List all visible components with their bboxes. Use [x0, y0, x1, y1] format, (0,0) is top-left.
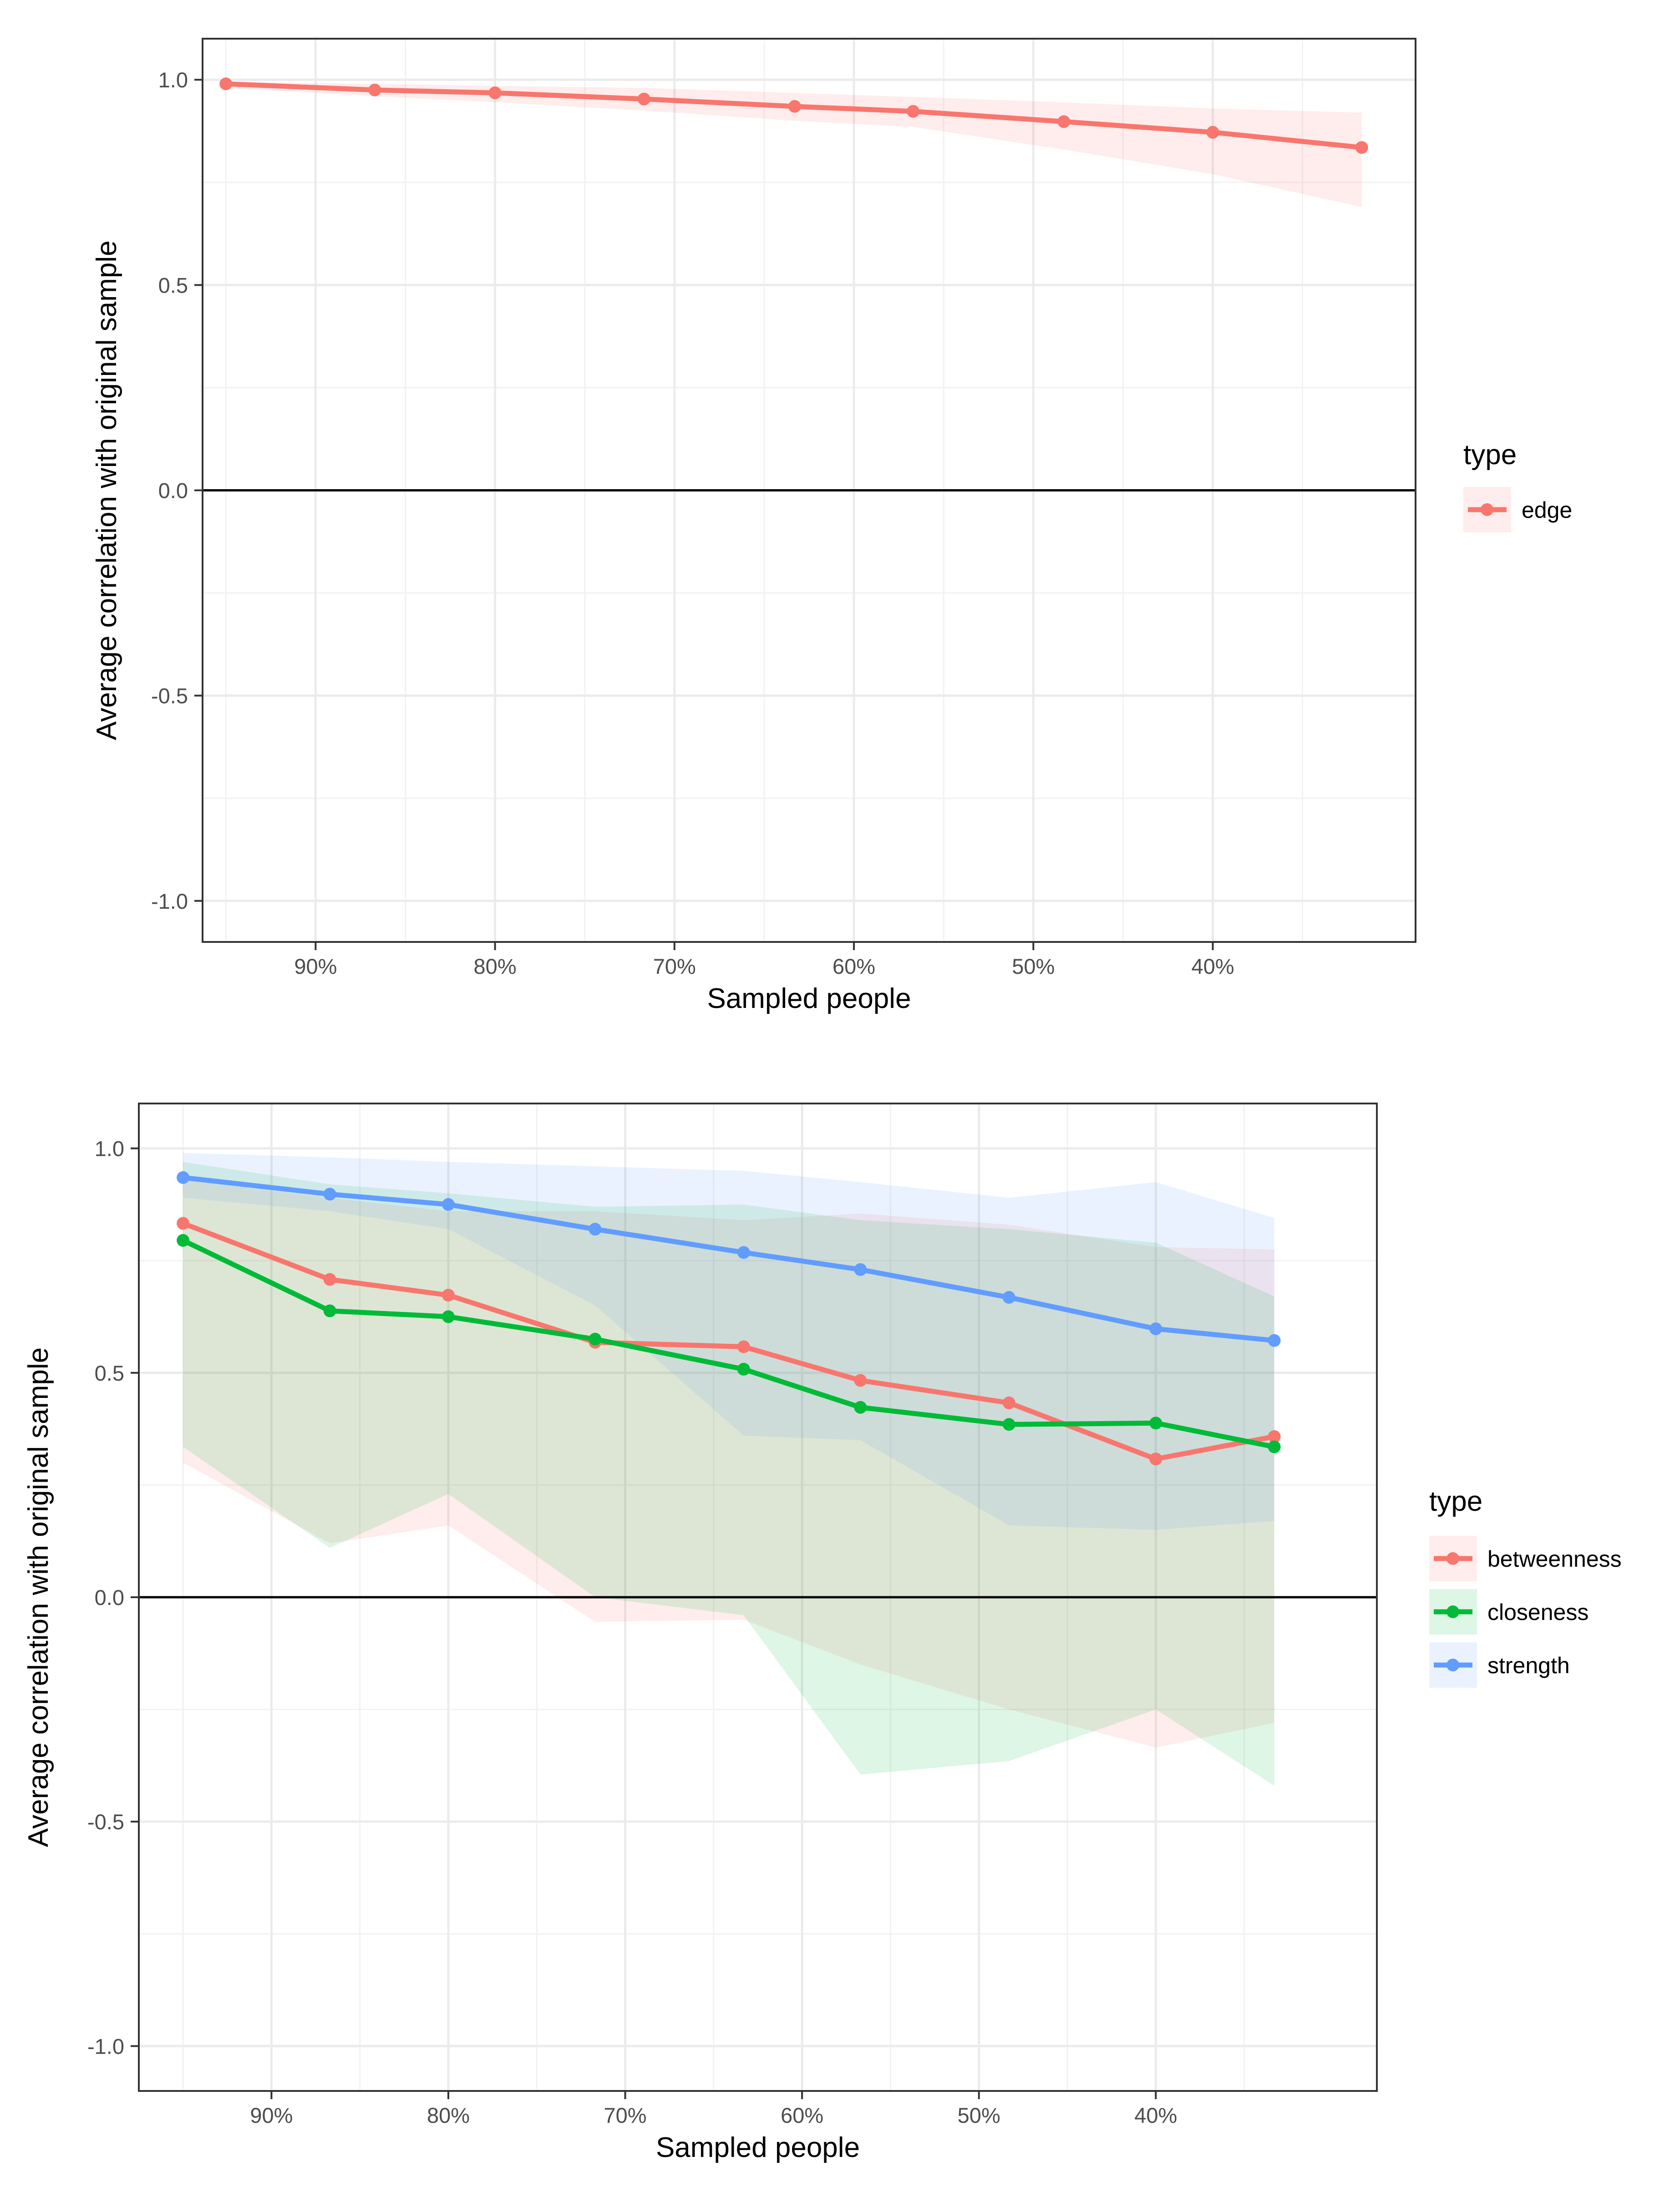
x-tick-label: 70% — [604, 2103, 647, 2127]
point-betweenness — [854, 1374, 867, 1387]
x-tick-label: 80% — [474, 954, 517, 978]
chart-panel-2: 1.0 0.5 0.0 -0.5 -1.0 90% 80% 70% 60% 50% 40% Sampl… — [23, 1103, 1622, 2163]
point-closeness — [737, 1362, 750, 1376]
point-betweenness — [323, 1273, 336, 1286]
point-strength — [1002, 1291, 1015, 1304]
x-tick-label: 60% — [832, 954, 875, 978]
y-tick-label: 0.5 — [95, 1361, 124, 1385]
x-tick-label: 80% — [427, 2103, 470, 2127]
point-closeness — [589, 1332, 602, 1346]
y-axis-title: Average correlation with original sample — [91, 240, 122, 740]
point-closeness — [1002, 1418, 1015, 1431]
y-tick-label: -0.5 — [151, 684, 188, 708]
y-tick-label: 1.0 — [95, 1137, 124, 1161]
point-edge — [219, 77, 233, 91]
point-closeness — [177, 1234, 190, 1247]
point-edge — [1057, 115, 1071, 128]
point-closeness — [854, 1401, 867, 1414]
x-tick-label: 70% — [653, 954, 696, 978]
point-edge — [788, 100, 801, 113]
y-tick-label: 0.5 — [158, 273, 188, 297]
point-betweenness — [737, 1340, 750, 1353]
point-edge — [368, 83, 381, 96]
point-strength — [442, 1198, 455, 1211]
point-closeness — [1268, 1440, 1281, 1453]
x-tick-label: 50% — [1012, 954, 1055, 978]
legend-title: type — [1463, 439, 1517, 471]
point-betweenness — [1149, 1453, 1162, 1466]
x-tick-label: 60% — [781, 2103, 823, 2127]
y-tick-label: -1.0 — [87, 2034, 124, 2058]
point-betweenness — [1002, 1396, 1015, 1409]
point-strength — [737, 1246, 750, 1259]
point-betweenness — [177, 1217, 190, 1230]
legend-key-point-strength — [1447, 1659, 1459, 1671]
point-betweenness — [1268, 1430, 1281, 1443]
legend-key-point-betweenness — [1447, 1552, 1459, 1565]
point-betweenness — [442, 1289, 455, 1302]
legend: type betweenness closeness strength — [1429, 1486, 1622, 1688]
y-tick-label: -0.5 — [87, 1810, 124, 1834]
legend-label-closeness: closeness — [1487, 1600, 1589, 1625]
point-strength — [177, 1171, 190, 1184]
point-strength — [1268, 1334, 1281, 1347]
point-edge — [907, 105, 920, 118]
legend-key-point-edge — [1481, 503, 1493, 516]
legend-label-betweenness: betweenness — [1487, 1546, 1622, 1572]
x-axis-title: Sampled people — [656, 2132, 860, 2163]
x-tick-label: 50% — [958, 2103, 1000, 2127]
legend-label-strength: strength — [1487, 1653, 1570, 1678]
x-tick-label: 90% — [294, 954, 337, 978]
point-strength — [854, 1263, 867, 1276]
point-closeness — [1149, 1417, 1162, 1430]
point-closeness — [323, 1304, 336, 1317]
y-tick-label: 0.0 — [95, 1585, 124, 1610]
legend-title: type — [1429, 1486, 1482, 1517]
legend-key-point-closeness — [1447, 1605, 1459, 1618]
point-strength — [589, 1223, 602, 1236]
point-edge — [488, 86, 502, 100]
x-tick-label: 40% — [1191, 954, 1234, 978]
point-strength — [1149, 1322, 1162, 1336]
x-tick-label: 40% — [1134, 2103, 1177, 2127]
ribbon-edge — [226, 81, 1362, 207]
x-tick-label: 90% — [250, 2103, 293, 2127]
y-tick-label: 1.0 — [158, 68, 188, 92]
y-tick-label: 0.0 — [158, 479, 188, 503]
point-edge — [637, 92, 650, 106]
ribbon-strength — [183, 1153, 1274, 1530]
y-axis-title: Average correlation with original sample — [23, 1347, 54, 1847]
ribbon-betweenness — [183, 1179, 1274, 1748]
legend-label-edge: edge — [1522, 497, 1572, 523]
chart-panel-1: 1.0 0.5 0.0 -0.5 -1.0 90% 80% 70% 60% 50% 40% Sampl… — [91, 38, 1572, 1014]
point-strength — [323, 1188, 336, 1201]
point-closeness — [442, 1310, 455, 1323]
point-edge — [1206, 126, 1219, 139]
point-edge — [1355, 141, 1368, 154]
y-tick-label: -1.0 — [151, 889, 188, 913]
x-axis-title: Sampled people — [707, 983, 911, 1014]
